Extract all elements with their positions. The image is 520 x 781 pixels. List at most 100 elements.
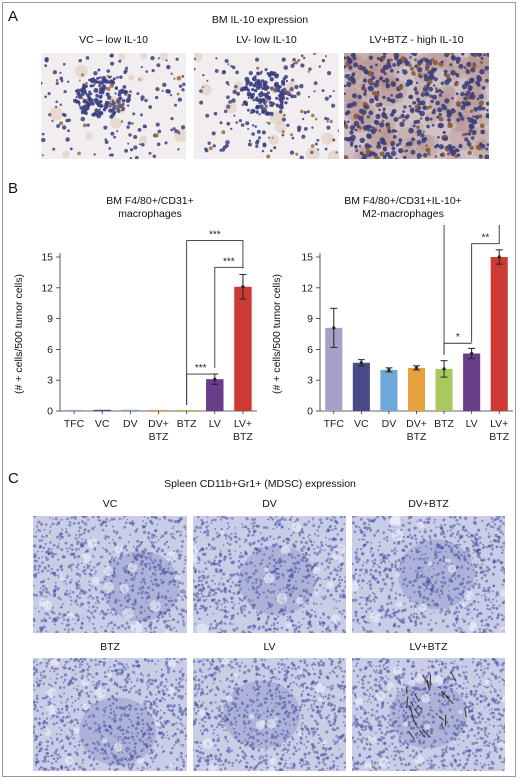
spleen-nucleus bbox=[167, 567, 170, 570]
spleen-nucleus bbox=[125, 549, 128, 552]
nucleus bbox=[59, 76, 64, 81]
cluster-nucleus bbox=[279, 91, 285, 97]
spleen-nucleus bbox=[81, 668, 86, 672]
spleen-nucleus bbox=[56, 737, 59, 740]
spleen-nucleus bbox=[98, 561, 101, 565]
spleen-nucleus bbox=[325, 627, 328, 631]
spleen-nucleus bbox=[74, 581, 79, 585]
spleen-nucleus bbox=[401, 560, 405, 563]
spleen-nucleus bbox=[361, 587, 363, 590]
nucleus bbox=[281, 133, 285, 137]
spleen-nucleus bbox=[144, 591, 148, 595]
spleen-nucleus bbox=[124, 521, 128, 525]
spleen-nucleus bbox=[62, 555, 66, 559]
spleen-nucleus bbox=[69, 736, 72, 739]
spleen-nucleus bbox=[147, 685, 150, 688]
spleen-nucleus bbox=[107, 744, 111, 748]
spleen-nucleus bbox=[500, 568, 503, 572]
spleen-nucleus bbox=[275, 567, 278, 571]
spleen-nucleus bbox=[88, 749, 91, 753]
spleen-nucleus bbox=[78, 765, 82, 769]
spleen-nucleus bbox=[46, 740, 50, 744]
spleen-nucleus bbox=[435, 553, 438, 556]
spleen-nucleus bbox=[90, 611, 94, 615]
clear-space bbox=[280, 545, 291, 556]
spleen-nucleus bbox=[133, 743, 136, 745]
spleen-nucleus bbox=[180, 550, 183, 553]
spleen-nucleus bbox=[465, 549, 469, 553]
spleen-micrograph-dv bbox=[193, 516, 346, 633]
spleen-nucleus bbox=[209, 622, 213, 626]
spleen-nucleus bbox=[34, 572, 37, 575]
spleen-nucleus bbox=[288, 539, 291, 542]
spleen-nucleus bbox=[75, 679, 78, 681]
spleen-nucleus bbox=[109, 612, 112, 615]
spleen-nucleus bbox=[93, 627, 96, 630]
spleen-nucleus bbox=[173, 583, 176, 587]
spleen-nucleus bbox=[390, 565, 394, 569]
spleen-nucleus bbox=[48, 531, 51, 534]
spleen-nucleus bbox=[57, 617, 60, 620]
spleen-nucleus bbox=[105, 576, 108, 578]
spleen-nucleus bbox=[413, 591, 416, 594]
spleen-nucleus bbox=[213, 559, 216, 562]
spleen-nucleus bbox=[60, 564, 64, 568]
spleen-nucleus bbox=[320, 602, 323, 605]
spleen-nucleus bbox=[426, 517, 429, 521]
spleen-nucleus bbox=[147, 674, 150, 678]
spleen-nucleus bbox=[434, 622, 437, 625]
spleen-nucleus bbox=[446, 530, 449, 533]
spleen-nucleus bbox=[434, 549, 437, 552]
spleen-nucleus bbox=[230, 532, 233, 536]
spleen-nucleus bbox=[403, 566, 406, 570]
spleen-nucleus bbox=[144, 618, 148, 623]
spleen-nucleus bbox=[489, 540, 492, 543]
spleen-nucleus bbox=[143, 516, 146, 518]
spleen-nucleus bbox=[126, 666, 130, 669]
cluster-nucleus bbox=[249, 92, 252, 96]
spleen-nucleus bbox=[36, 671, 39, 674]
spleen-nucleus bbox=[84, 516, 88, 519]
nucleus bbox=[450, 70, 456, 76]
nucleus bbox=[313, 81, 318, 86]
spleen-nucleus bbox=[81, 660, 84, 664]
cluster-nucleus bbox=[120, 89, 126, 94]
spleen-nucleus bbox=[136, 553, 140, 557]
spleen-nucleus bbox=[134, 603, 137, 606]
cluster-nucleus bbox=[105, 92, 110, 97]
spleen-nucleus bbox=[95, 762, 99, 766]
spleen-nucleus bbox=[60, 675, 63, 679]
spleen-nucleus bbox=[243, 597, 246, 600]
nucleus bbox=[56, 124, 61, 128]
spleen-nucleus bbox=[411, 584, 415, 587]
spleen-nucleus bbox=[148, 700, 151, 703]
y-tick-label: 6 bbox=[307, 344, 313, 356]
spleen-nucleus bbox=[160, 723, 164, 727]
spleen-nucleus bbox=[313, 562, 317, 566]
nucleus bbox=[479, 60, 483, 65]
spleen-nucleus bbox=[77, 521, 81, 525]
spleen-nucleus bbox=[415, 573, 419, 577]
nucleus bbox=[127, 142, 130, 145]
spleen-nucleus bbox=[166, 670, 171, 674]
spleen-nucleus bbox=[484, 624, 487, 627]
spleen-nucleus bbox=[468, 550, 471, 552]
spleen-nucleus bbox=[158, 564, 163, 569]
spleen-nucleus bbox=[65, 623, 70, 627]
chart-2-title-line1: BM F4/80+/CD31+IL-10+ bbox=[344, 195, 462, 207]
spleen-nucleus bbox=[199, 587, 203, 591]
spleen-nucleus bbox=[37, 571, 40, 574]
nucleus bbox=[460, 91, 465, 97]
spleen-nucleus bbox=[383, 561, 387, 564]
spleen-nucleus bbox=[149, 557, 152, 560]
spleen-nucleus bbox=[484, 595, 487, 599]
cluster-nucleus bbox=[273, 88, 278, 93]
spleen-nucleus bbox=[55, 523, 58, 526]
spleen-nucleus bbox=[125, 758, 127, 761]
spleen-nucleus bbox=[501, 601, 505, 605]
spleen-nucleus bbox=[127, 625, 131, 629]
spleen-nucleus bbox=[213, 562, 217, 566]
spleen-nucleus bbox=[175, 722, 178, 725]
spleen-nucleus bbox=[157, 743, 160, 746]
nucleus bbox=[363, 92, 367, 96]
